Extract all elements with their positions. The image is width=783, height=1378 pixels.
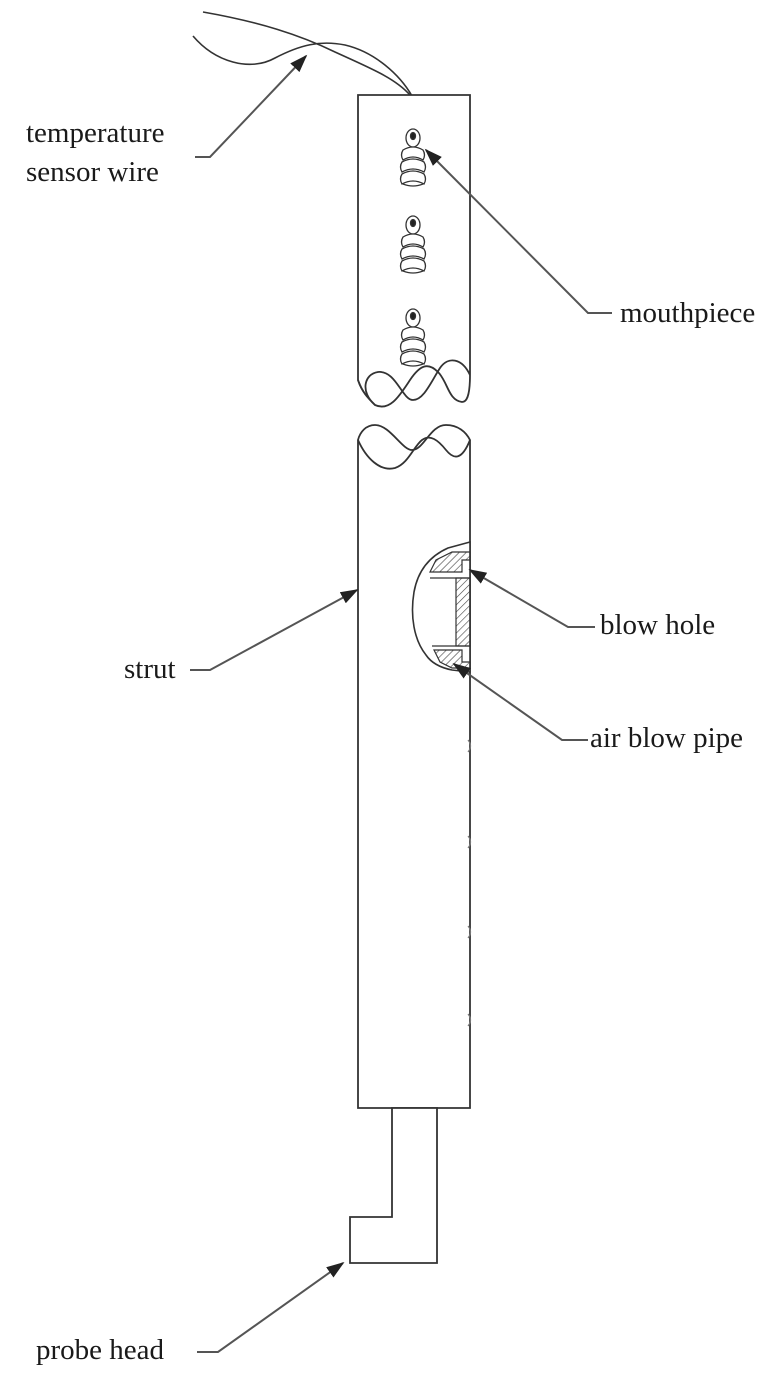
label-air-blow-pipe: air blow pipe <box>590 722 744 754</box>
label-blow-hole: blow hole <box>600 609 716 641</box>
mouthpiece-2 <box>399 215 427 274</box>
leader-mouthpiece <box>424 148 612 314</box>
sensor-wires <box>192 11 413 97</box>
leader-blow-hole <box>468 569 595 628</box>
mouthpiece-1 <box>399 128 427 187</box>
probe-head-shape <box>349 1107 438 1264</box>
cutaway-section <box>411 540 471 673</box>
lower-break-line <box>357 436 471 470</box>
upper-break-line <box>357 365 471 408</box>
leader-probe-head <box>197 1261 345 1353</box>
blow-hole-wall <box>455 577 471 647</box>
label-temperature-sensor-wire: temperature sensor wire <box>26 114 164 192</box>
label-mouthpiece: mouthpiece <box>620 297 756 329</box>
label-temperature-line2: sensor wire <box>26 156 159 188</box>
leader-strut <box>190 589 359 671</box>
strut-lower-section <box>357 424 471 1109</box>
mouthpiece-3 <box>399 308 427 367</box>
mouthpiece-group <box>399 128 427 367</box>
label-probe-head: probe head <box>36 1334 165 1366</box>
label-strut: strut <box>124 653 176 685</box>
edge-marks <box>467 739 472 1027</box>
label-temperature-line1: temperature <box>26 117 165 149</box>
leader-temperature <box>195 54 308 158</box>
leader-lines <box>190 54 612 1353</box>
leader-air-blow-pipe <box>452 662 588 741</box>
